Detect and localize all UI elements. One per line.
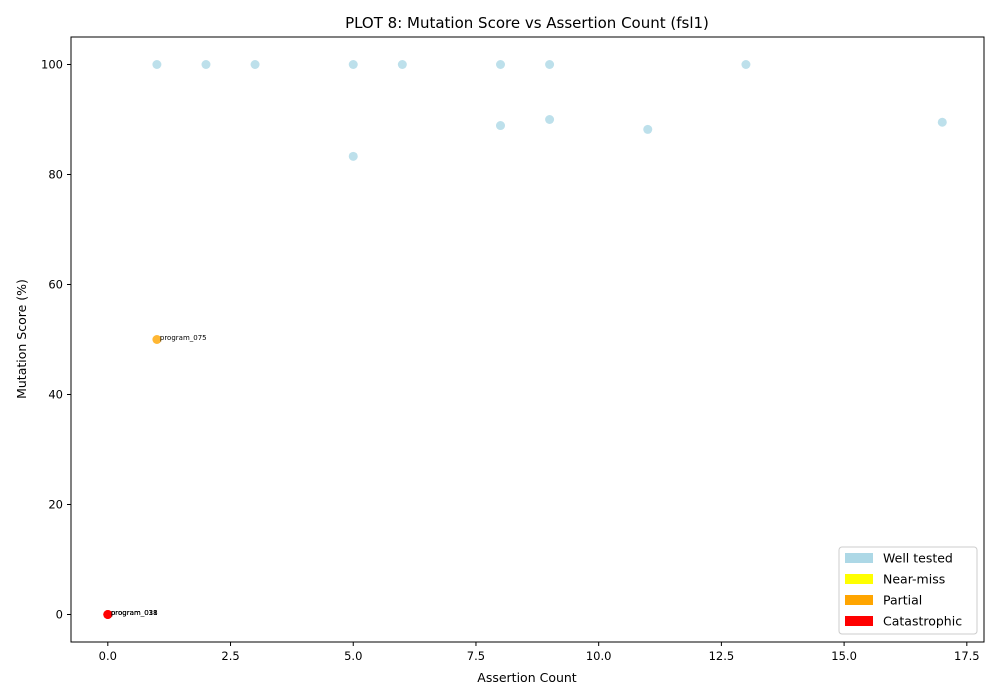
point-label: program_075 — [160, 334, 207, 342]
x-tick-label: 2.5 — [221, 649, 239, 663]
point-well-tested — [496, 121, 506, 131]
x-tick-label: 5.0 — [344, 649, 362, 663]
point-well-tested — [348, 151, 358, 161]
point-well-tested — [152, 60, 162, 69]
point-well-tested — [201, 60, 211, 69]
x-axis-ticks: 0.0 2.5 5.0 7.5 10.0 12.5 15.0 17.5 — [99, 642, 980, 663]
legend-swatch — [845, 553, 873, 563]
y-tick-label: 100 — [41, 58, 63, 72]
point-well-tested — [496, 60, 506, 69]
point-label: program_018 — [111, 609, 158, 617]
x-tick-label: 0.0 — [99, 649, 117, 663]
x-tick-label: 12.5 — [709, 649, 735, 663]
point-labels: program_075 program_031program_038program… — [111, 334, 207, 617]
legend-swatch — [845, 616, 873, 626]
x-axis-label: Assertion Count — [477, 670, 577, 685]
point-well-tested — [348, 60, 358, 69]
y-tick-label: 80 — [48, 168, 63, 182]
x-tick-label: 10.0 — [586, 649, 612, 663]
chart-title: PLOT 8: Mutation Score vs Assertion Coun… — [345, 14, 709, 32]
point-well-tested — [250, 60, 260, 69]
x-tick-label: 7.5 — [467, 649, 485, 663]
plot-area — [70, 36, 985, 643]
y-axis-ticks: 0 20 40 60 80 100 — [41, 58, 71, 622]
point-well-tested — [643, 124, 653, 134]
x-tick-label: 15.0 — [831, 649, 857, 663]
legend-box — [838, 546, 978, 635]
legend-label: Catastrophic — [883, 614, 962, 629]
point-partial — [152, 335, 162, 344]
y-axis-label: Mutation Score (%) — [14, 279, 29, 399]
point-well-tested — [397, 60, 407, 69]
y-tick-label: 0 — [56, 608, 63, 622]
legend: Well tested Near-miss Partial Catastrophic — [838, 546, 978, 635]
legend-label: Partial — [883, 593, 922, 608]
point-well-tested — [545, 60, 555, 69]
legend-label: Near-miss — [883, 572, 945, 587]
legend-label: Well tested — [883, 551, 953, 566]
point-well-tested — [937, 117, 947, 127]
point-catastrophic — [103, 610, 113, 619]
y-tick-label: 40 — [48, 388, 63, 402]
point-well-tested — [545, 115, 555, 124]
data-points — [103, 60, 947, 619]
y-tick-label: 60 — [48, 278, 63, 292]
point-label: program_031 — [111, 609, 158, 617]
point-well-tested — [741, 60, 751, 69]
legend-swatch — [845, 595, 873, 605]
x-tick-label: 17.5 — [954, 649, 980, 663]
legend-swatch — [845, 574, 873, 584]
point-label: program_038 — [111, 609, 158, 617]
y-tick-label: 20 — [48, 498, 63, 512]
